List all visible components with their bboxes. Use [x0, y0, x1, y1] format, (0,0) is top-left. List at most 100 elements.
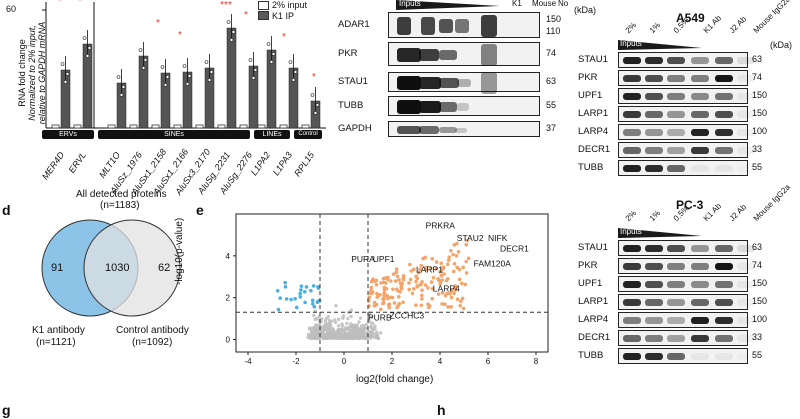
blot-band — [439, 19, 453, 33]
c-legend: 2% input K1 IP — [258, 0, 307, 21]
c-bar-ip — [226, 27, 237, 129]
blot-mid-row-label: TUBB — [338, 100, 364, 111]
blot-band — [645, 335, 663, 342]
volcano-point-up — [430, 286, 435, 291]
volcano-gene-label: LARP4 — [433, 283, 460, 293]
volcano-point-up — [381, 301, 385, 306]
volcano-point-ns — [337, 333, 342, 337]
volcano-point-up — [412, 287, 416, 291]
blot-band — [737, 93, 755, 100]
blot-band — [439, 102, 457, 112]
volcano-point-up — [378, 293, 382, 297]
volcano-gene-label: PURA — [351, 254, 375, 264]
blot-band — [691, 57, 709, 64]
volcano-point-up — [453, 288, 458, 292]
volcano-point-down — [276, 307, 281, 312]
blot_pc3-kda: 55 — [752, 350, 763, 360]
blot-mid-inputs-label: Inputs — [399, 0, 421, 8]
volcano-xtick: 8 — [534, 357, 539, 366]
c-datapoint — [116, 75, 121, 79]
volcano-xtick: -4 — [244, 357, 252, 366]
volcano-point-up — [412, 267, 416, 272]
blot_pc3-strip — [618, 348, 748, 364]
volcano-point-ns — [326, 314, 330, 319]
volcano-point-ns — [320, 325, 325, 329]
blot-mid-row-label: PKR — [338, 48, 358, 59]
blot_a549-column-label: J2 Ab — [727, 14, 749, 35]
volcano-point-ns — [335, 336, 339, 340]
blot-band — [397, 126, 421, 134]
blot_a549-kda: 150 — [752, 90, 768, 100]
c-bar-input — [239, 124, 248, 129]
volcano-point-up — [408, 277, 413, 282]
blot_pc3-strip — [618, 258, 755, 274]
volcano-point-ns — [355, 329, 360, 334]
blot-band — [439, 127, 457, 133]
volcano-point-down — [294, 305, 299, 310]
volcano-point-up — [407, 281, 411, 285]
volcano-point-ns — [368, 336, 373, 340]
blot-band — [691, 129, 709, 136]
blot-band — [691, 353, 709, 360]
volcano-point-ns — [323, 323, 327, 327]
blot_a549-row-label: STAU1 — [578, 54, 608, 65]
c-ytick: 60 — [6, 4, 17, 14]
blot-band — [667, 335, 685, 342]
volcano-point-ns — [317, 328, 322, 332]
volcano-point-ns — [341, 316, 345, 320]
volcano-point-up — [383, 281, 388, 285]
blot-band — [691, 299, 709, 306]
blot_pc3-kda: 100 — [752, 314, 768, 324]
volcano-point-up — [414, 303, 418, 307]
volcano-point-up — [443, 302, 447, 307]
blot-band — [737, 335, 755, 342]
volcano-point-up — [379, 281, 383, 285]
volcano-point-up — [456, 249, 461, 254]
volcano-point-up — [401, 300, 405, 305]
volcano-point-up — [440, 291, 445, 295]
blot_pc3-row-label: TUBB — [578, 350, 604, 361]
volcano-point-ns — [329, 336, 334, 341]
a549-inputs-label: Inputs — [620, 39, 642, 48]
volcano-point-ns — [322, 333, 327, 337]
blot-band — [715, 317, 733, 324]
panel-d-letter: d — [2, 202, 11, 218]
volcano-point-up — [426, 302, 430, 307]
volcano-point-up — [439, 261, 443, 266]
blot-band — [645, 111, 663, 118]
volcano-point-up — [459, 299, 463, 304]
volcano-point-ns — [337, 336, 341, 340]
volcano-point-down — [293, 297, 297, 301]
blot-band — [667, 245, 685, 252]
volcano-point-down — [312, 304, 317, 309]
blot-band — [737, 129, 755, 136]
volcano-point-up — [460, 296, 465, 301]
blot_pc3-strip — [618, 240, 755, 256]
venn-left-label: K1 antibody — [32, 325, 85, 336]
blot-band — [715, 263, 733, 270]
volcano-point-up — [440, 302, 444, 306]
volcano-point-ns — [355, 323, 359, 327]
c-significance: * — [78, 0, 82, 7]
volcano-point-ns — [333, 318, 337, 322]
blot-band — [623, 75, 641, 82]
blot_pc3-column-label: K1 Ab — [701, 201, 724, 223]
volcano-point-ns — [369, 315, 374, 320]
blot-band — [737, 57, 755, 64]
volcano-point-up — [375, 291, 379, 296]
volcano-point-up — [408, 262, 412, 267]
volcano-point-up — [464, 242, 469, 247]
volcano-point-ns — [336, 324, 341, 328]
volcano-point-ns — [315, 335, 319, 339]
blot-band — [397, 17, 411, 35]
blot-band — [715, 93, 733, 100]
c-bar-input — [51, 124, 60, 129]
blot_a549-strip — [618, 70, 755, 86]
blot_pc3-column-label: 0.5% — [671, 203, 691, 223]
c-bar-input — [107, 124, 116, 129]
volcano-point-up — [464, 271, 469, 275]
volcano-point-up — [426, 305, 431, 310]
volcano-ylabel: -log10(p-value) — [174, 218, 185, 285]
blot-mid-strip — [388, 72, 540, 94]
volcano-gene-label: PRKRA — [426, 221, 456, 231]
